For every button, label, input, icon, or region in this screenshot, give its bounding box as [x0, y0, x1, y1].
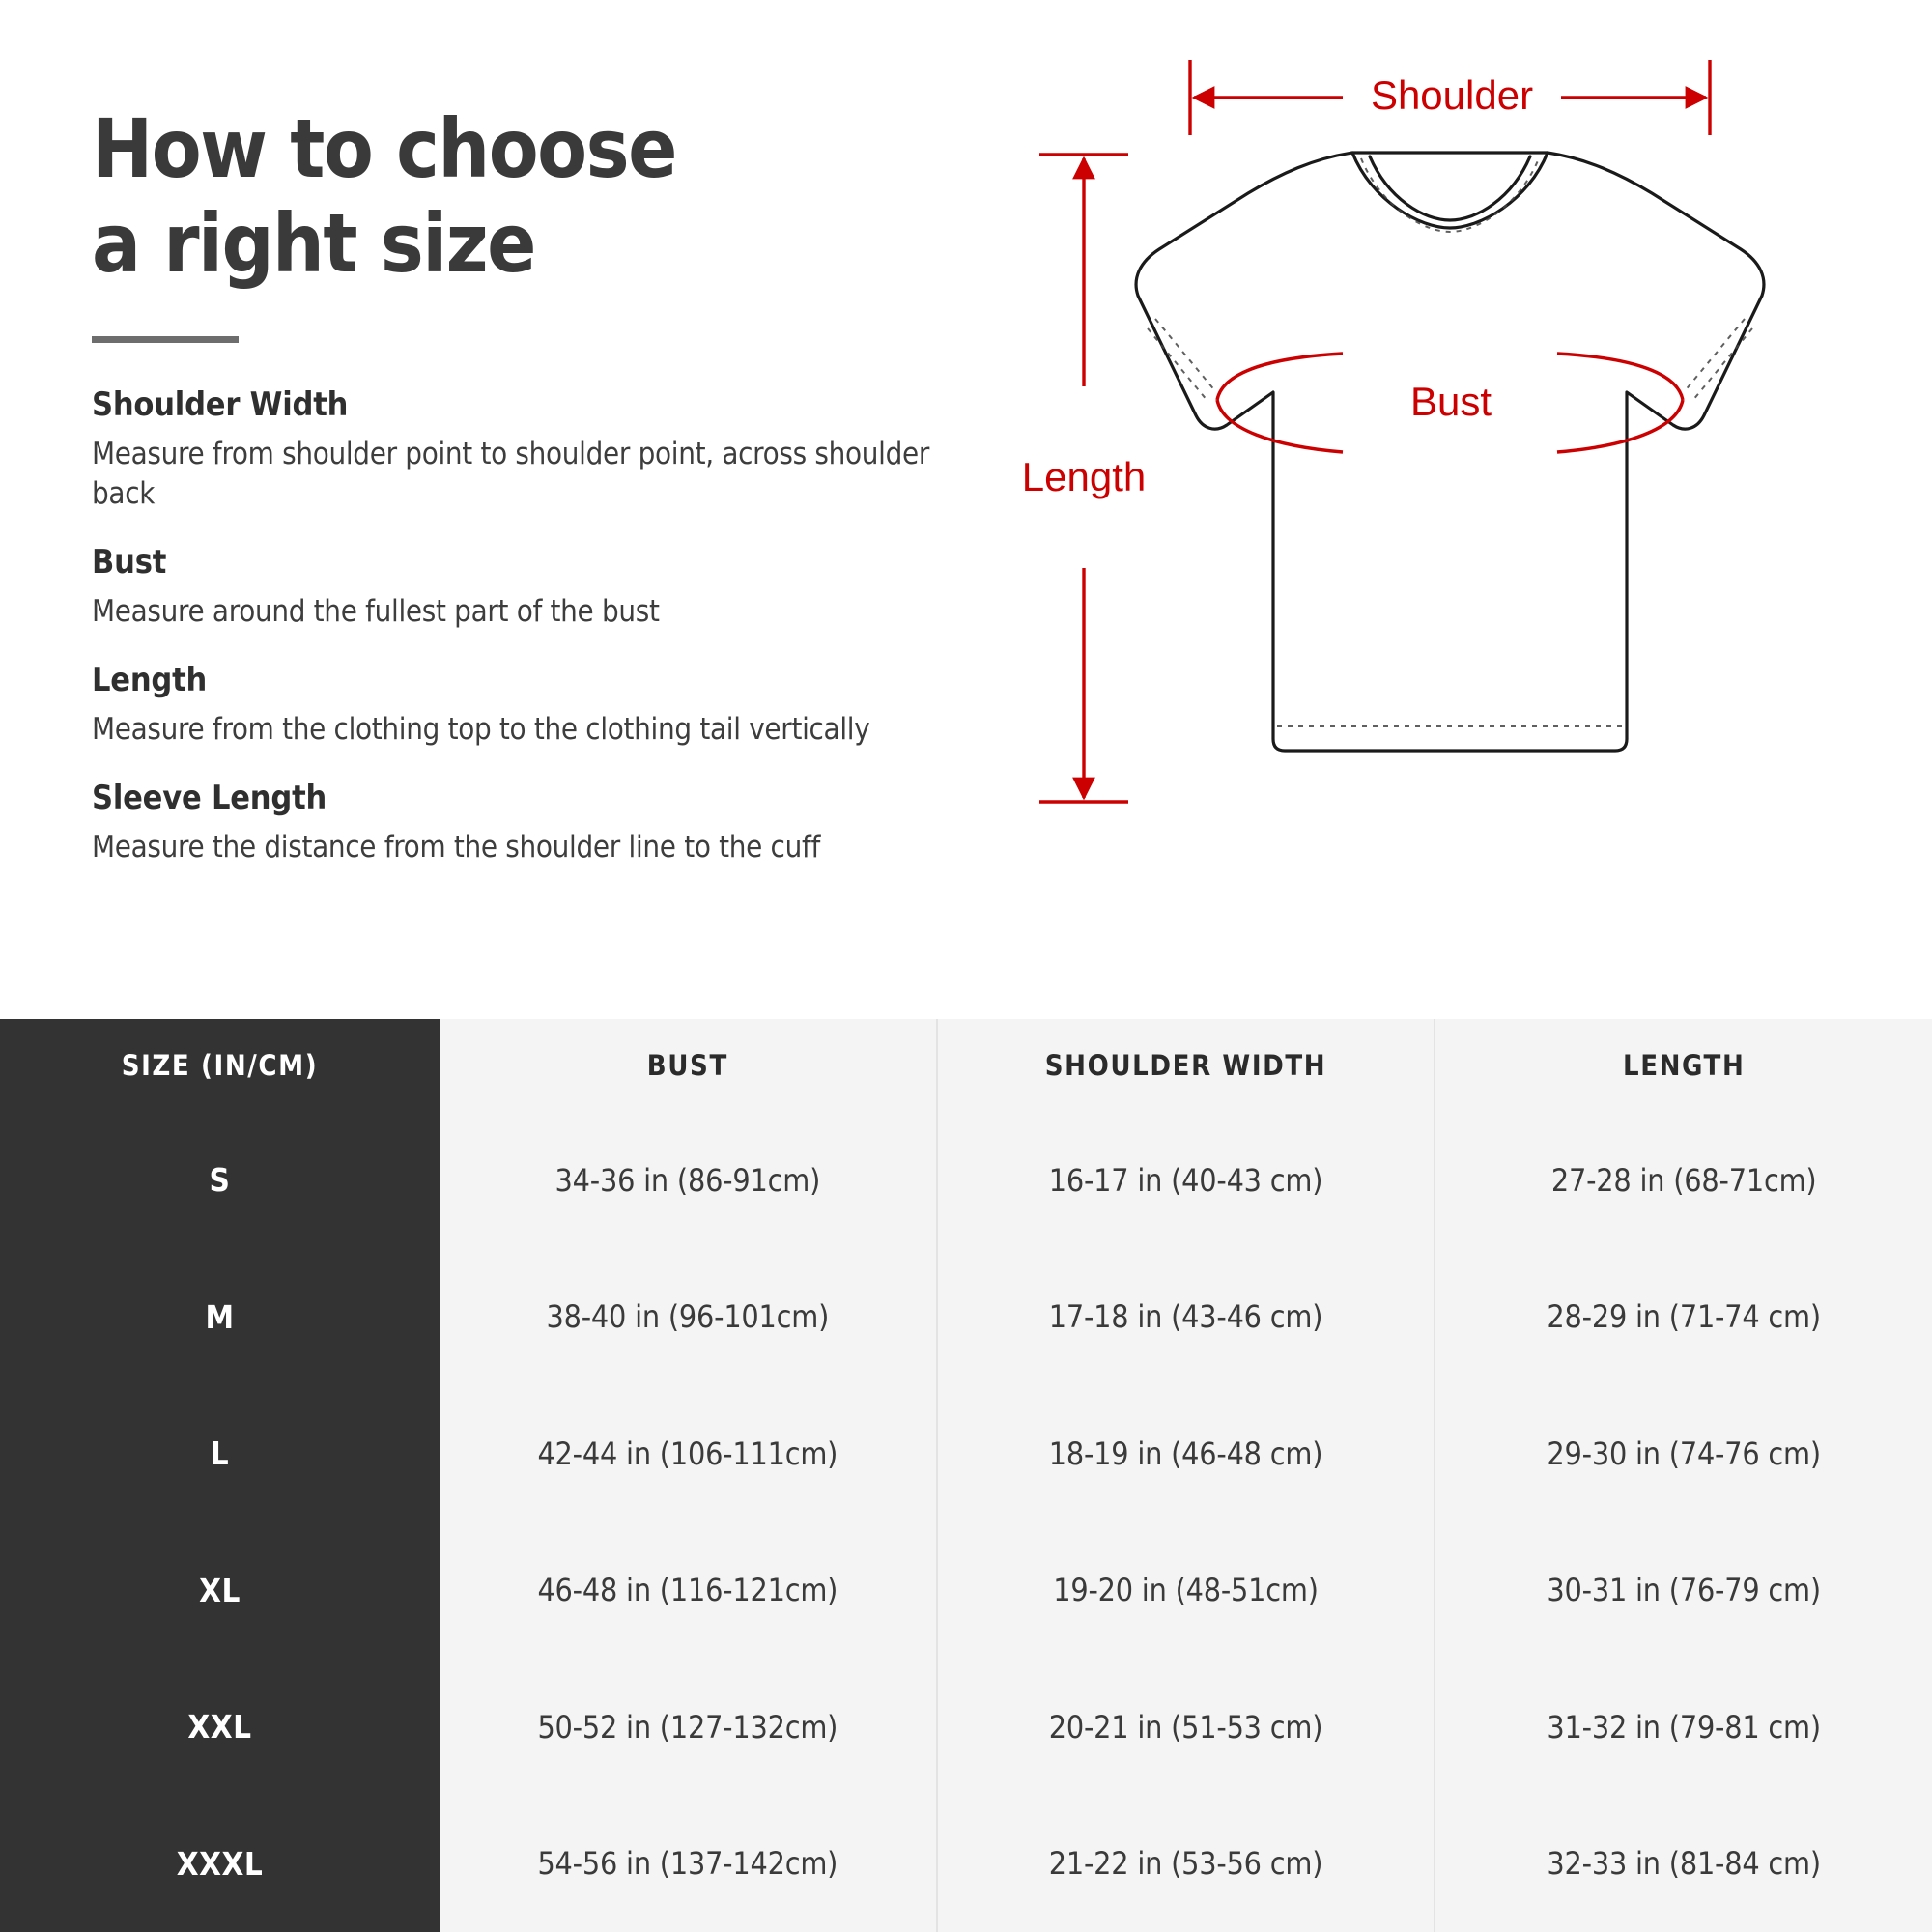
- bust-cell: 38-40 in (96-101cm): [546, 1298, 830, 1336]
- page-title: How to choose a right size: [92, 101, 942, 292]
- measurement-term: Shoulder Width: [92, 384, 349, 424]
- shoulder-cell: 17-18 in (43-46 cm): [1048, 1298, 1323, 1336]
- column-header-length: LENGTH: [1622, 1049, 1746, 1082]
- size-cell: L: [210, 1435, 230, 1473]
- size-cell: XXL: [187, 1708, 252, 1747]
- measurement-description: Measure the distance from the shoulder l…: [92, 830, 820, 866]
- bust-curve-bottom-right: [1556, 352, 1685, 401]
- column-header-size: SIZE (IN/CM): [121, 1049, 319, 1082]
- measurement-description: Measure from the clothing top to the clo…: [92, 712, 870, 748]
- measurement-item-bust: Bust Measure around the fullest part of …: [92, 543, 942, 632]
- column-header-shoulder-width: SHOULDER WIDTH: [1044, 1049, 1327, 1082]
- bust-column: BUST 34-36 in (86-91cm) 38-40 in (96-101…: [440, 1019, 936, 1932]
- measurement-item-sleeve-length: Sleeve Length Measure the distance from …: [92, 779, 942, 867]
- measurement-columns: BUST 34-36 in (86-91cm) 38-40 in (96-101…: [440, 1019, 1932, 1932]
- tshirt-outline: [1134, 151, 1766, 753]
- page-title-line2: a right size: [92, 196, 536, 292]
- shoulder-dimension: [1188, 60, 1712, 135]
- measurement-description: Measure from shoulder point to shoulder …: [92, 436, 930, 511]
- bust-curve-left: [1215, 399, 1344, 454]
- size-cell: XXXL: [176, 1844, 264, 1883]
- shoulder-cell: 19-20 in (48-51cm): [1053, 1572, 1319, 1609]
- bust-curve-right: [1556, 399, 1685, 454]
- measurement-item-shoulder-width: Shoulder Width Measure from shoulder poi…: [92, 385, 942, 514]
- length-cell: 30-31 in (76-79 cm): [1547, 1572, 1821, 1609]
- shoulder-cell: 16-17 in (40-43 cm): [1048, 1161, 1323, 1199]
- bust-cell: 34-36 in (86-91cm): [554, 1161, 821, 1199]
- length-label: Length: [1024, 454, 1146, 499]
- collar-stitching: [1360, 157, 1540, 234]
- measurement-term: Sleeve Length: [92, 779, 327, 818]
- shoulder-label: Shoulder: [1371, 72, 1533, 118]
- length-cell: 32-33 in (81-84 cm): [1547, 1845, 1821, 1883]
- size-table: SIZE (IN/CM) S M L XL XXL XXXL BUST 34-3…: [0, 1019, 1932, 1932]
- page-title-line1: How to choose: [92, 101, 677, 196]
- column-header-bust: BUST: [646, 1049, 728, 1082]
- tshirt-diagram: Shoulder Length Bust: [1024, 39, 1874, 966]
- bust-cell: 42-44 in (106-111cm): [537, 1435, 838, 1472]
- size-cell: S: [209, 1161, 231, 1200]
- top-section: How to choose a right size Shoulder Widt…: [92, 39, 1874, 966]
- measurement-item-length: Length Measure from the clothing top to …: [92, 661, 942, 750]
- shoulder-cell: 18-19 in (46-48 cm): [1048, 1435, 1323, 1472]
- bust-dimension: [1215, 352, 1685, 454]
- sleeve-hem-stitching: [1147, 318, 1753, 402]
- length-cell: 31-32 in (79-81 cm): [1547, 1708, 1821, 1746]
- shoulder-width-column: SHOULDER WIDTH 16-17 in (40-43 cm) 17-18…: [935, 1019, 1435, 1932]
- title-divider: [92, 335, 239, 343]
- bust-cell: 50-52 in (127-132cm): [537, 1708, 838, 1746]
- length-cell: 29-30 in (74-76 cm): [1547, 1435, 1821, 1472]
- length-dimension: [1039, 153, 1128, 804]
- measurement-term: Bust: [92, 542, 167, 582]
- measurement-term: Length: [92, 661, 208, 700]
- length-column: LENGTH 27-28 in (68-71cm) 28-29 in (71-7…: [1434, 1019, 1932, 1932]
- shoulder-cell: 21-22 in (53-56 cm): [1048, 1845, 1323, 1883]
- length-cell: 28-29 in (71-74 cm): [1547, 1298, 1821, 1336]
- bust-label: Bust: [1410, 379, 1492, 424]
- bust-curve-bottom-left: [1215, 352, 1344, 401]
- length-cell: 27-28 in (68-71cm): [1550, 1161, 1817, 1199]
- bust-cell: 54-56 in (137-142cm): [537, 1845, 838, 1883]
- measurement-instructions: How to choose a right size Shoulder Widt…: [92, 101, 942, 897]
- shoulder-cell: 20-21 in (51-53 cm): [1048, 1708, 1323, 1746]
- bust-cell: 46-48 in (116-121cm): [537, 1572, 838, 1609]
- size-cell: M: [205, 1297, 235, 1336]
- size-column: SIZE (IN/CM) S M L XL XXL XXXL: [0, 1019, 440, 1932]
- size-cell: XL: [199, 1571, 241, 1609]
- measurement-description: Measure around the fullest part of the b…: [92, 593, 660, 629]
